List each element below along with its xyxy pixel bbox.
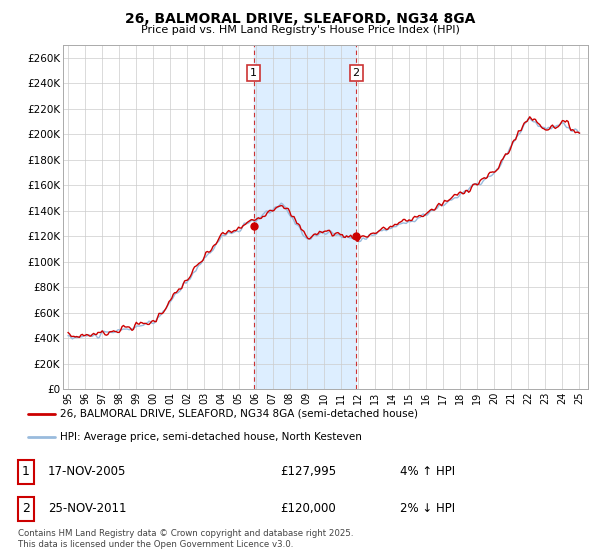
Text: 2: 2 <box>353 68 360 78</box>
Text: 25-NOV-2011: 25-NOV-2011 <box>48 502 127 515</box>
Text: 1: 1 <box>22 465 30 478</box>
Bar <box>18 497 34 521</box>
Text: 1: 1 <box>250 68 257 78</box>
Text: 26, BALMORAL DRIVE, SLEAFORD, NG34 8GA (semi-detached house): 26, BALMORAL DRIVE, SLEAFORD, NG34 8GA (… <box>60 409 418 419</box>
Text: £120,000: £120,000 <box>280 502 336 515</box>
Text: 17-NOV-2005: 17-NOV-2005 <box>48 465 127 478</box>
Text: 4% ↑ HPI: 4% ↑ HPI <box>400 465 455 478</box>
Text: 2: 2 <box>22 502 30 515</box>
Bar <box>254 45 356 389</box>
Text: 26, BALMORAL DRIVE, SLEAFORD, NG34 8GA: 26, BALMORAL DRIVE, SLEAFORD, NG34 8GA <box>125 12 475 26</box>
Text: £127,995: £127,995 <box>280 465 336 478</box>
Bar <box>18 460 34 484</box>
Text: Contains HM Land Registry data © Crown copyright and database right 2025.
This d: Contains HM Land Registry data © Crown c… <box>18 529 353 549</box>
Text: HPI: Average price, semi-detached house, North Kesteven: HPI: Average price, semi-detached house,… <box>60 432 362 442</box>
Text: 2% ↓ HPI: 2% ↓ HPI <box>400 502 455 515</box>
Text: Price paid vs. HM Land Registry's House Price Index (HPI): Price paid vs. HM Land Registry's House … <box>140 25 460 35</box>
